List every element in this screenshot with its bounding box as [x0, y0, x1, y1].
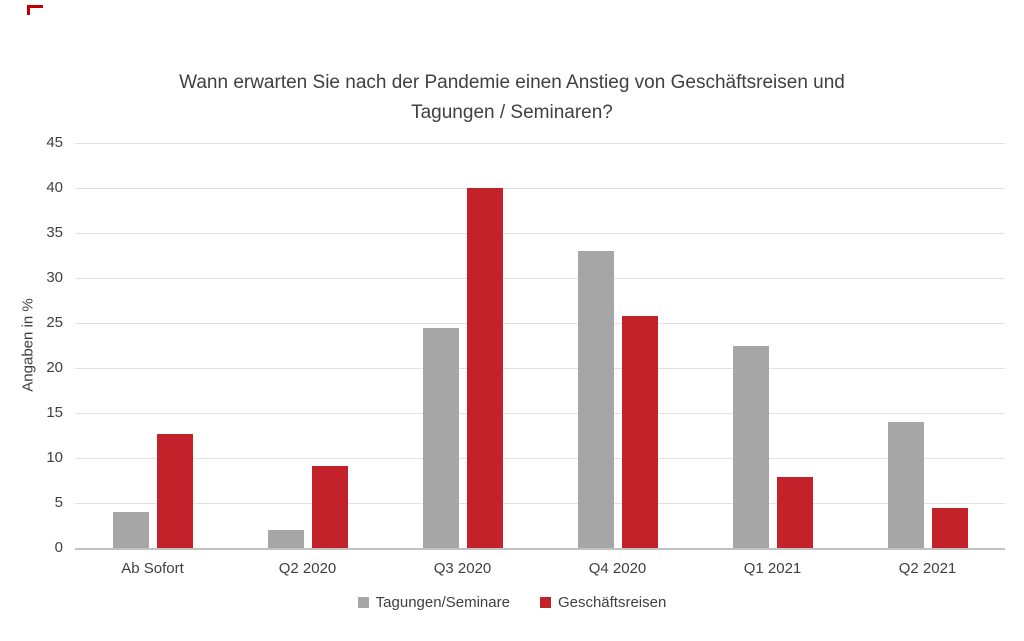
gridline	[75, 142, 1005, 144]
bar	[621, 315, 658, 548]
bar	[776, 476, 813, 548]
y-tick-label: 20	[46, 359, 63, 376]
bar	[112, 512, 149, 548]
x-axis-labels: Ab Sofort Q2 2020 Q3 2020 Q4 2020 Q1 2021 Q2 …	[75, 560, 1005, 582]
gridline	[75, 322, 1005, 324]
legend-item: Tagungen/Seminare	[357, 594, 510, 611]
y-tick-label: 35	[46, 224, 63, 241]
bar-group	[850, 143, 1005, 548]
corner-mark	[27, 5, 43, 15]
bar-group	[230, 143, 385, 548]
chart-title-line-2: Tagungen / Seminaren?	[411, 102, 613, 123]
bar	[931, 508, 968, 548]
bar-group	[540, 143, 695, 548]
gridline	[75, 232, 1005, 234]
x-axis-label: Q2 2020	[278, 560, 337, 577]
chart-title-line-1: Wann erwarten Sie nach der Pandemie eine…	[179, 72, 845, 93]
plot-area	[75, 142, 1005, 550]
x-axis-label: Q2 2021	[898, 560, 957, 577]
bar	[466, 188, 503, 548]
bar-group	[75, 143, 230, 548]
y-axis-ticks: 0 5 10 15 20 25 30 35 40 45	[0, 135, 63, 556]
bar	[156, 433, 193, 548]
y-tick-label: 30	[46, 269, 63, 286]
bar	[422, 327, 459, 548]
x-axis-label: Ab Sofort	[121, 560, 184, 577]
gridline	[75, 502, 1005, 504]
bar	[732, 346, 769, 548]
legend-label: Geschäftsreisen	[557, 594, 667, 611]
legend: Tagungen/Seminare Geschäftsreisen	[60, 594, 964, 611]
y-tick-label: 40	[46, 179, 63, 196]
y-tick-label: 25	[46, 314, 63, 331]
x-axis-label: Q3 2020	[433, 560, 492, 577]
bar-group	[695, 143, 850, 548]
legend-label: Tagungen/Seminare	[375, 594, 510, 611]
gridline	[75, 277, 1005, 279]
bar	[267, 530, 304, 548]
gridline	[75, 367, 1005, 369]
gridline	[75, 187, 1005, 189]
y-tick-label: 15	[46, 404, 63, 421]
y-tick-label: 10	[46, 449, 63, 466]
legend-swatch	[539, 597, 551, 608]
gridline	[75, 412, 1005, 414]
bar	[577, 251, 614, 548]
bar	[311, 466, 348, 548]
y-tick-label: 45	[46, 134, 63, 151]
gridline	[75, 457, 1005, 459]
x-axis-label: Q1 2021	[743, 560, 802, 577]
bar-group	[385, 143, 540, 548]
x-axis-label: Q4 2020	[588, 560, 647, 577]
legend-item: Geschäftsreisen	[539, 594, 667, 611]
legend-swatch	[357, 597, 369, 608]
bar	[887, 422, 924, 548]
chart-title: Wann erwarten Sie nach der Pandemie eine…	[60, 68, 964, 128]
y-tick-label: 0	[54, 539, 63, 556]
y-tick-label: 5	[54, 494, 63, 511]
